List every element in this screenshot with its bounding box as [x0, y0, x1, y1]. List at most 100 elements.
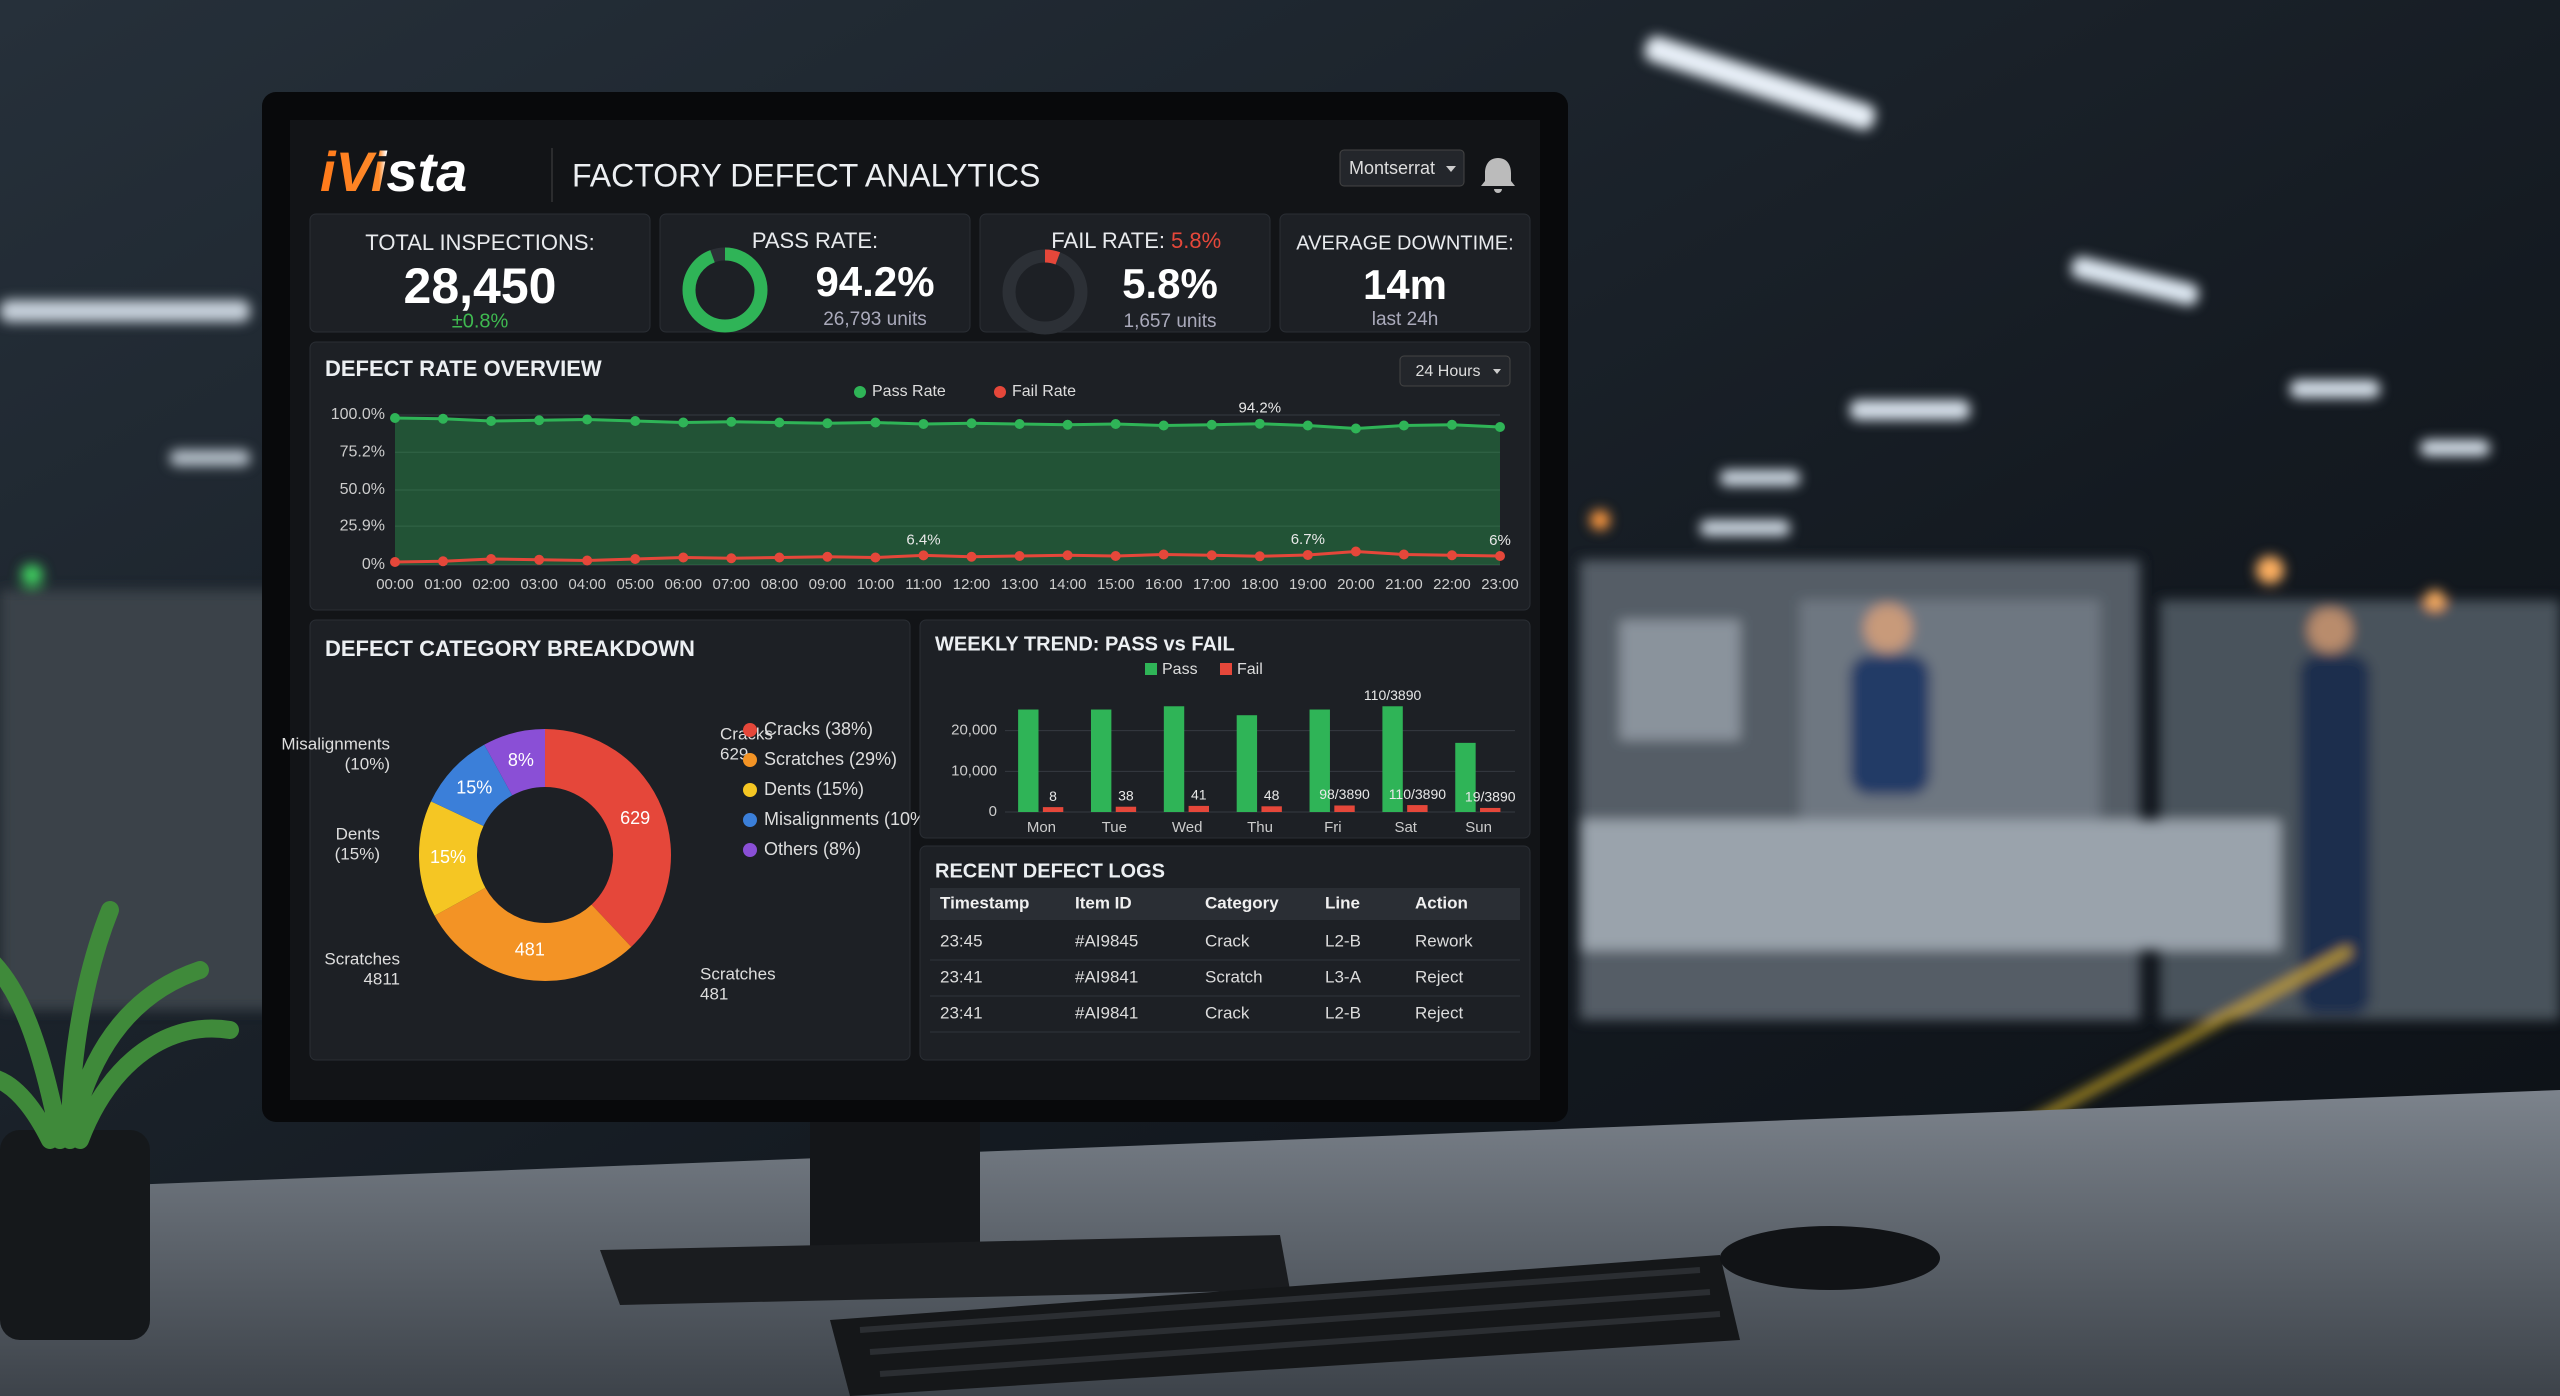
legend-swatch: [994, 386, 1006, 398]
point: [822, 551, 833, 562]
point: [1014, 419, 1025, 429]
y-tick-label: 50.0%: [340, 481, 385, 498]
x-tick-label: 06:00: [664, 576, 702, 593]
bar: [1042, 807, 1064, 812]
column-header: Item ID: [1075, 893, 1132, 912]
bar: [1407, 805, 1428, 812]
y-tick-label: 10,000: [951, 762, 997, 779]
table-cell: #AI9841: [1075, 1003, 1138, 1022]
point: [678, 552, 689, 563]
legend-swatch: [743, 723, 757, 737]
point: [870, 417, 881, 428]
value-label: 6%: [1489, 532, 1511, 549]
font-selector-label: Montserrat: [1349, 158, 1435, 178]
legend-swatch: [743, 843, 757, 857]
point: [630, 416, 641, 426]
bar-label: 48: [1264, 787, 1280, 803]
logo: iVista: [320, 140, 467, 203]
x-tick-label: 04:00: [568, 576, 606, 593]
range-selector[interactable]: [1399, 355, 1511, 387]
table-header-row: [930, 888, 1520, 920]
line: [394, 416, 1501, 431]
y-tick-label: 100.0%: [331, 406, 385, 423]
point: [1206, 550, 1217, 561]
point: [966, 551, 977, 562]
kpi-value: 5.8%: [1122, 260, 1218, 307]
bar: [1309, 709, 1330, 812]
point: [918, 550, 929, 561]
legend-label: Pass: [1162, 661, 1198, 678]
point: [918, 419, 929, 429]
legend-label: Fail: [1237, 661, 1263, 678]
x-tick-label: Sun: [1465, 819, 1492, 836]
x-tick-label: 11:00: [905, 576, 941, 593]
kpi-value: 28,450: [404, 258, 557, 314]
x-tick-label: Sat: [1394, 819, 1417, 836]
point: [486, 416, 497, 426]
dropdown-caret: [1446, 166, 1456, 172]
legend-swatch: [743, 783, 757, 797]
bar-label: 19/3890: [1465, 789, 1516, 805]
x-tick-label: 23:00: [1481, 576, 1519, 593]
x-tick-label: Wed: [1172, 819, 1203, 836]
font-selector[interactable]: [1339, 149, 1465, 187]
table-cell: Crack: [1205, 1003, 1250, 1022]
x-tick-label: Fri: [1324, 819, 1342, 836]
bar: [1480, 807, 1501, 812]
plant: [0, 901, 239, 1340]
point: [1158, 420, 1169, 431]
panel: [309, 341, 1531, 611]
column-header: Action: [1415, 893, 1468, 912]
point: [1062, 550, 1073, 561]
x-tick-label: 22:00: [1433, 576, 1471, 593]
point: [1110, 419, 1121, 429]
bar: [1261, 806, 1282, 812]
panel: [659, 213, 971, 333]
table-cell: Scratch: [1205, 967, 1263, 986]
table-cell: Crack: [1205, 931, 1250, 950]
x-tick-label: 17:00: [1193, 576, 1231, 593]
x-tick-label: 07:00: [713, 576, 751, 593]
dashboard: iVista FACTORY DEFECT ANALYTICS Montserrat…: [281, 140, 1531, 1061]
point: [966, 418, 977, 429]
panel: [979, 213, 1271, 333]
bar-label: 110/3890: [1389, 786, 1447, 802]
point: [1446, 550, 1457, 561]
chart-title: DEFECT RATE OVERVIEW: [325, 356, 602, 381]
point: [582, 414, 593, 425]
keyboard: [830, 1255, 1740, 1396]
ring-progress: [682, 247, 768, 333]
x-tick-label: 18:00: [1241, 576, 1279, 593]
segment-label: 629: [620, 808, 650, 828]
table-cell: L2-B: [1325, 1003, 1361, 1022]
donut-segment: [484, 729, 547, 796]
y-tick-label: 25.9%: [340, 517, 385, 534]
table-cell: #AI9845: [1075, 931, 1138, 950]
point: [582, 555, 593, 566]
legend-label: Misalignments (10%): [764, 809, 932, 829]
callout: 629: [720, 744, 748, 763]
point: [1350, 423, 1361, 434]
x-tick-label: 08:00: [761, 576, 799, 593]
bar: [1163, 706, 1185, 812]
point: [774, 417, 785, 428]
bell-icon[interactable]: [1481, 158, 1515, 193]
segment-label: 481: [515, 940, 545, 960]
bar: [1018, 709, 1039, 812]
legend-label: Others (8%): [764, 839, 861, 859]
mouse: [1720, 1226, 1940, 1290]
point: [1302, 420, 1313, 431]
segment-label: 8%: [508, 750, 534, 770]
y-tick-label: 20,000: [951, 722, 997, 739]
value-label: 94.2%: [1239, 400, 1282, 417]
x-tick-label: 05:00: [616, 576, 654, 593]
point: [390, 413, 400, 423]
bar: [1455, 742, 1476, 812]
table-cell: 23:45: [940, 931, 983, 950]
y-tick-label: 75.2%: [340, 443, 385, 460]
kpi-title: PASS RATE:: [752, 228, 878, 253]
x-tick-label: 15:00: [1097, 576, 1135, 593]
x-tick-label: 21:00: [1385, 576, 1423, 593]
kpi-title: AVERAGE DOWNTIME:: [1296, 232, 1513, 254]
x-tick-label: 02:00: [472, 576, 510, 593]
